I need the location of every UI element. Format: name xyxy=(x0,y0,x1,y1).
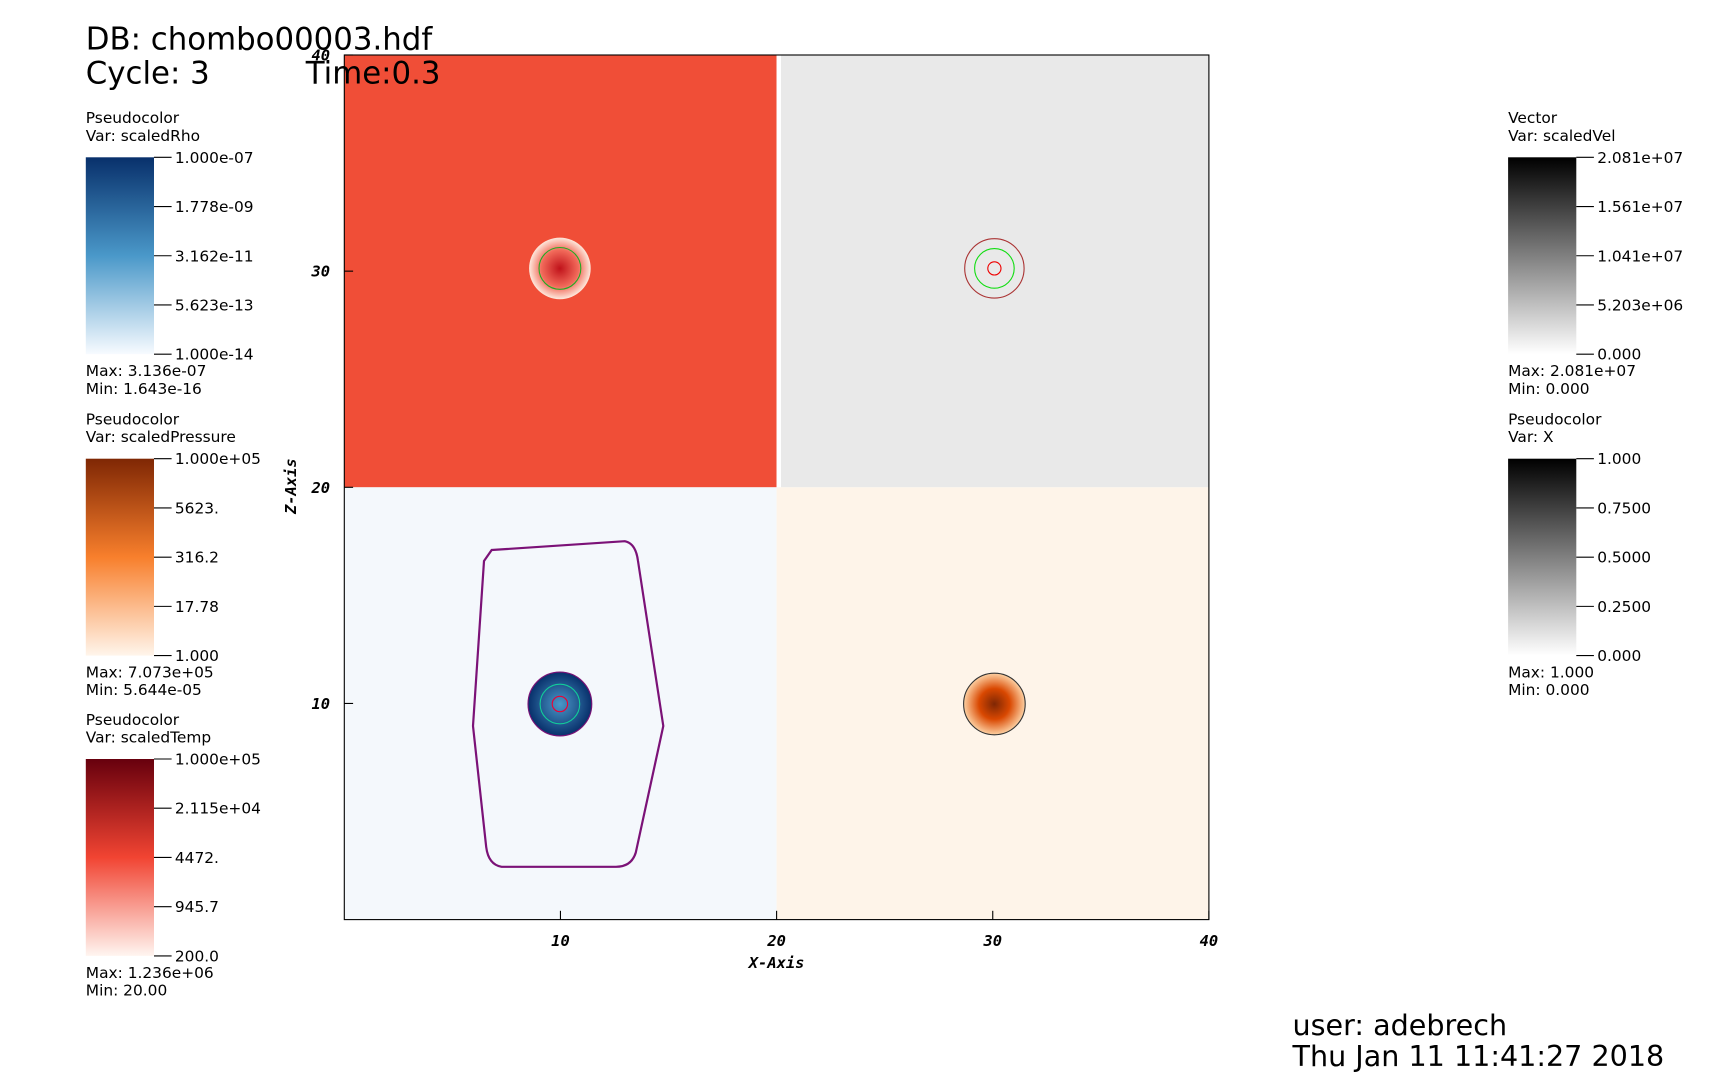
colorbar-label: 1.000e-14 xyxy=(175,346,254,364)
legend-kind: Pseudocolor xyxy=(1508,411,1602,429)
colorbar-label: 1.000e+05 xyxy=(175,450,261,468)
blob xyxy=(529,237,591,300)
colorbar-label: 17.78 xyxy=(175,598,219,616)
colorbar-label: 2.115e+04 xyxy=(175,800,261,818)
colorbar-label: 1.000e-07 xyxy=(175,149,254,167)
divider xyxy=(776,55,781,488)
legend-max: Max: 7.073e+05 xyxy=(86,664,214,682)
legend-kind: Pseudocolor xyxy=(86,109,180,127)
colorbar-label: 1.000e+05 xyxy=(175,751,261,769)
legend-var: Var: scaledPressure xyxy=(86,428,236,446)
colorbar-label: 0.2500 xyxy=(1597,598,1651,616)
colorbar xyxy=(85,157,154,355)
colorbar xyxy=(1508,458,1577,656)
legend-var: Var: scaledTemp xyxy=(86,729,211,747)
blob xyxy=(527,671,593,737)
colorbar-label: 316.2 xyxy=(175,549,219,567)
legend-max: Max: 2.081e+07 xyxy=(1508,362,1636,380)
legend-max: Max: 3.136e-07 xyxy=(86,362,207,380)
colorbar xyxy=(1508,157,1577,355)
y-axis-label: Z-Axis xyxy=(282,458,300,515)
user: user: adebrech xyxy=(1293,1008,1508,1042)
legend-kind: Vector xyxy=(1508,109,1558,127)
colorbar-label: 3.162e-11 xyxy=(175,247,254,265)
x-tick-label: 40 xyxy=(1200,932,1219,950)
colorbar-label: 5.203e+06 xyxy=(1597,296,1683,314)
legend-max: Max: 1.236e+06 xyxy=(86,964,214,982)
colorbar-label: 5.623e-13 xyxy=(175,296,254,314)
colorbar-label: 1.041e+07 xyxy=(1597,247,1683,265)
y-tick-label: 40 xyxy=(311,46,330,64)
colorbar-label: 1.000 xyxy=(1597,450,1641,468)
x-tick-label: 10 xyxy=(551,932,570,950)
colorbar-label: 0.5000 xyxy=(1597,549,1651,567)
colorbar-label: 5623. xyxy=(175,499,219,517)
x-tick-label: 30 xyxy=(982,932,1002,950)
vel-panel xyxy=(776,55,1209,488)
legend-min: Min: 0.000 xyxy=(1508,681,1589,699)
colorbar-label: 1.000 xyxy=(175,647,219,665)
legend-min: Min: 0.000 xyxy=(1508,380,1589,398)
db-name: DB: chombo00003.hdf xyxy=(86,22,434,58)
legend-kind: Pseudocolor xyxy=(86,711,180,729)
colorbar xyxy=(85,759,154,956)
cycle: Cycle: 3 xyxy=(86,56,210,92)
time: Time:0.3 xyxy=(305,56,441,92)
colorbar-label: 945.7 xyxy=(175,898,219,916)
colorbar-label: 0.000 xyxy=(1597,346,1641,364)
colorbar-label: 2.081e+07 xyxy=(1597,149,1683,167)
legend-min: Min: 5.644e-05 xyxy=(86,681,202,699)
colorbar-label: 200.0 xyxy=(175,947,219,965)
contour xyxy=(974,248,1015,289)
y-tick-label: 20 xyxy=(310,479,330,497)
date: Thu Jan 11 11:41:27 2018 xyxy=(1291,1039,1664,1073)
contour xyxy=(987,261,1002,276)
contour xyxy=(539,683,581,725)
legend-min: Min: 20.00 xyxy=(86,982,167,1000)
x-tick-label: 20 xyxy=(766,932,786,950)
colorbar-label: 0.7500 xyxy=(1597,499,1651,517)
y-tick-label: 30 xyxy=(310,263,330,281)
contour xyxy=(538,246,582,290)
x-axis-label: X-Axis xyxy=(747,954,805,972)
contour xyxy=(471,540,665,868)
legend-min: Min: 1.643e-16 xyxy=(86,380,202,398)
contour xyxy=(551,695,569,713)
legend-var: Var: X xyxy=(1508,428,1554,446)
legend-kind: Pseudocolor xyxy=(86,411,180,429)
colorbar-label: 4472. xyxy=(175,849,219,867)
legend-var: Var: scaledRho xyxy=(86,127,200,145)
contour xyxy=(964,238,1025,299)
legend-var: Var: scaledVel xyxy=(1508,127,1615,145)
colorbar-label: 1.778e-09 xyxy=(175,198,254,216)
legend-max: Max: 1.000 xyxy=(1508,664,1594,682)
colorbar-label: 1.561e+07 xyxy=(1597,198,1683,216)
y-tick-label: 10 xyxy=(311,695,330,713)
blob xyxy=(963,672,1026,736)
colorbar-label: 0.000 xyxy=(1597,647,1641,665)
colorbar xyxy=(85,458,154,656)
